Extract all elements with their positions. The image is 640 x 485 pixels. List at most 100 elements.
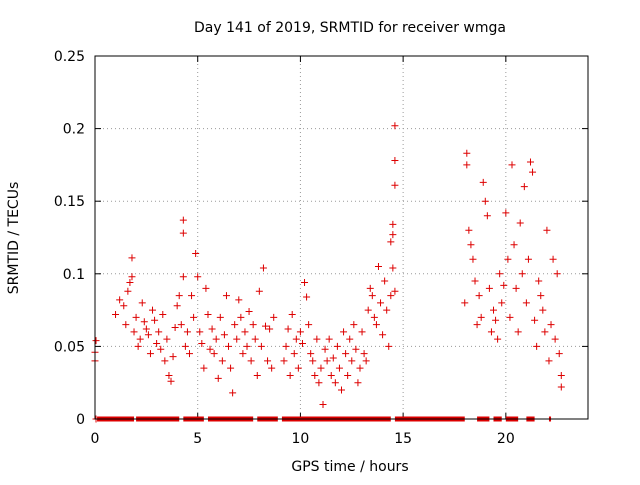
- data-point: [545, 357, 553, 365]
- data-point: [389, 231, 397, 239]
- data-point: [533, 342, 541, 350]
- data-point: [356, 364, 364, 372]
- data-point: [190, 313, 198, 321]
- y-tick-label: 0: [76, 412, 85, 428]
- data-point: [473, 321, 481, 329]
- data-point: [196, 328, 204, 336]
- data-point: [381, 277, 389, 285]
- data-point: [301, 279, 309, 287]
- x-tick-label: 20: [497, 431, 515, 447]
- data-point: [506, 313, 514, 321]
- data-point: [557, 383, 565, 391]
- data-point: [465, 226, 473, 234]
- data-point: [387, 238, 395, 246]
- data-point: [327, 371, 335, 379]
- data-point: [112, 310, 120, 318]
- data-point: [241, 328, 249, 336]
- data-point: [179, 273, 187, 281]
- data-point: [259, 264, 267, 272]
- data-point: [309, 357, 317, 365]
- data-point: [179, 229, 187, 237]
- data-point: [282, 342, 290, 350]
- data-point: [208, 325, 216, 333]
- data-point: [153, 339, 161, 347]
- data-point: [249, 321, 257, 329]
- data-point: [128, 254, 136, 262]
- data-point: [235, 296, 243, 304]
- y-tick-label: 0.1: [63, 267, 85, 283]
- data-point: [354, 379, 362, 387]
- data-point: [231, 321, 239, 329]
- data-point: [136, 335, 144, 343]
- y-axis-label: SRMTID / TECUs: [6, 182, 22, 295]
- chart-title: Day 141 of 2019, SRMTID for receiver wmg…: [194, 20, 506, 36]
- data-point: [348, 357, 356, 365]
- data-point: [333, 342, 341, 350]
- data-point: [142, 325, 150, 333]
- data-point: [389, 220, 397, 228]
- data-point: [181, 342, 189, 350]
- data-point: [504, 255, 512, 263]
- data-point: [522, 299, 530, 307]
- data-point: [391, 181, 399, 189]
- data-point: [475, 292, 483, 300]
- data-point: [350, 321, 358, 329]
- data-point: [179, 216, 187, 224]
- data-point: [344, 371, 352, 379]
- data-point: [329, 354, 337, 362]
- data-point: [524, 255, 532, 263]
- data-point: [346, 335, 354, 343]
- data-point: [370, 313, 378, 321]
- data-point: [479, 178, 487, 186]
- data-point: [490, 306, 498, 314]
- data-point: [551, 335, 559, 343]
- data-point: [487, 328, 495, 336]
- data-point: [481, 197, 489, 205]
- plot-frame: [94, 55, 589, 420]
- data-point: [167, 377, 175, 385]
- data-point: [335, 364, 343, 372]
- data-point: [366, 284, 374, 292]
- data-point: [257, 342, 265, 350]
- data-point: [116, 296, 124, 304]
- data-point: [120, 302, 128, 310]
- data-point: [319, 400, 327, 408]
- data-point: [502, 209, 510, 217]
- data-point: [340, 328, 348, 336]
- data-point: [512, 284, 520, 292]
- data-point: [496, 270, 504, 278]
- data-point: [529, 168, 537, 176]
- data-point: [243, 342, 251, 350]
- data-point: [144, 331, 152, 339]
- x-axis-label: GPS time / hours: [291, 459, 408, 475]
- data-point: [557, 371, 565, 379]
- data-point: [543, 226, 551, 234]
- data-point: [352, 345, 360, 353]
- data-point: [485, 284, 493, 292]
- data-point: [124, 287, 132, 295]
- data-point: [303, 293, 311, 301]
- data-point: [245, 308, 253, 316]
- data-point: [157, 345, 165, 353]
- data-point: [477, 313, 485, 321]
- data-point: [385, 342, 393, 350]
- data-point: [510, 241, 518, 249]
- data-point: [194, 273, 202, 281]
- data-point: [547, 321, 555, 329]
- data-point: [342, 350, 350, 358]
- y-tick-label: 0.05: [54, 339, 85, 355]
- data-point: [266, 325, 274, 333]
- data-point: [268, 364, 276, 372]
- data-point: [126, 279, 134, 287]
- data-point: [149, 306, 157, 314]
- data-point: [264, 357, 272, 365]
- data-point: [391, 287, 399, 295]
- data-point: [555, 350, 563, 358]
- data-point: [247, 357, 255, 365]
- data-points: [91, 122, 565, 423]
- data-point: [218, 357, 226, 365]
- data-point: [471, 277, 479, 285]
- data-point: [132, 313, 140, 321]
- data-point: [185, 350, 193, 358]
